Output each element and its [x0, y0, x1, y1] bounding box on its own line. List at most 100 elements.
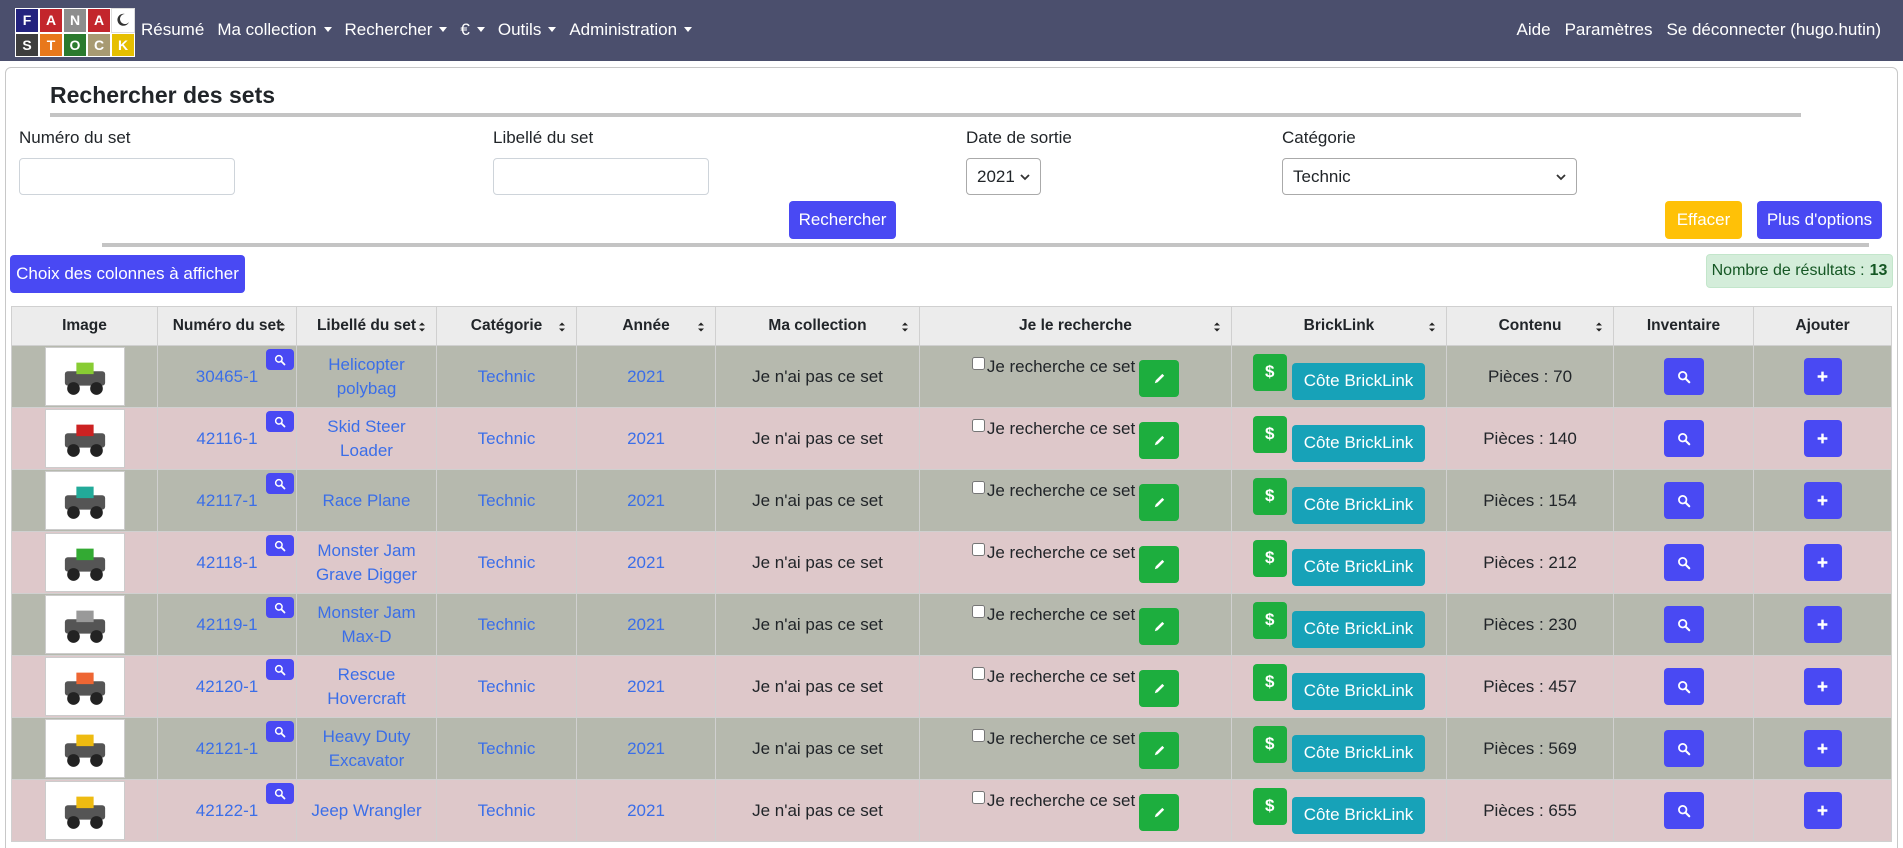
- text-input[interactable]: [493, 158, 709, 195]
- inventory-button[interactable]: [1663, 482, 1704, 519]
- bricklink-button[interactable]: Côte BrickLink: [1291, 548, 1426, 586]
- nav-link[interactable]: Aide: [1516, 20, 1551, 39]
- bricklink-button[interactable]: Côte BrickLink: [1291, 610, 1426, 648]
- column-header[interactable]: Libellé du set: [296, 306, 437, 346]
- set-name-link[interactable]: Heavy Duty Excavator: [322, 726, 411, 770]
- search-button[interactable]: Rechercher: [789, 201, 896, 239]
- bricklink-button[interactable]: Côte BrickLink: [1291, 424, 1426, 462]
- set-thumbnail[interactable]: [45, 595, 125, 654]
- price-button[interactable]: $: [1252, 353, 1287, 391]
- set-name-link[interactable]: Jeep Wrangler: [311, 800, 422, 820]
- bricklink-button[interactable]: Côte BrickLink: [1291, 796, 1426, 834]
- edit-button[interactable]: [1139, 607, 1180, 645]
- nav-link[interactable]: Paramètres: [1564, 20, 1653, 39]
- inventory-button[interactable]: [1663, 420, 1704, 457]
- add-button[interactable]: [1803, 358, 1842, 395]
- set-number-link[interactable]: 42117-1: [196, 490, 258, 510]
- search-set-button[interactable]: [266, 349, 294, 370]
- year-select[interactable]: 2021: [966, 158, 1041, 195]
- set-thumbnail[interactable]: [45, 471, 125, 530]
- search-set-button[interactable]: [266, 783, 294, 804]
- set-number-link[interactable]: 42122-1: [195, 800, 259, 820]
- column-header[interactable]: Numéro du set: [157, 306, 297, 346]
- inventory-button[interactable]: [1663, 606, 1704, 643]
- column-header[interactable]: Année: [576, 306, 716, 346]
- edit-button[interactable]: [1139, 731, 1180, 769]
- year-link[interactable]: 2021: [627, 490, 665, 510]
- columns-button[interactable]: Choix des colonnes à afficher: [10, 255, 245, 293]
- menu-item[interactable]: Rechercher: [345, 20, 448, 40]
- set-number-link[interactable]: 42121-1: [195, 738, 259, 758]
- wanted-checkbox[interactable]: [971, 728, 985, 742]
- set-number-link[interactable]: 42119-1: [196, 614, 258, 634]
- set-thumbnail[interactable]: [45, 409, 125, 468]
- category-link[interactable]: Technic: [477, 614, 536, 634]
- menu-item[interactable]: Résumé: [141, 20, 204, 40]
- search-set-button[interactable]: [266, 721, 294, 742]
- year-link[interactable]: 2021: [627, 552, 665, 572]
- more-options-button[interactable]: Plus d'options: [1757, 201, 1882, 239]
- category-link[interactable]: Technic: [477, 738, 536, 758]
- menu-item[interactable]: Outils: [498, 20, 557, 40]
- price-button[interactable]: $: [1252, 787, 1287, 825]
- wanted-checkbox[interactable]: [971, 480, 985, 494]
- set-name-link[interactable]: Helicopter polybag: [328, 354, 405, 398]
- year-link[interactable]: 2021: [627, 366, 665, 386]
- inventory-button[interactable]: [1663, 792, 1704, 829]
- category-link[interactable]: Technic: [477, 552, 536, 572]
- set-thumbnail[interactable]: [45, 657, 125, 716]
- year-link[interactable]: 2021: [627, 614, 665, 634]
- edit-button[interactable]: [1139, 793, 1180, 831]
- search-set-button[interactable]: [266, 411, 294, 432]
- year-link[interactable]: 2021: [627, 738, 665, 758]
- category-link[interactable]: Technic: [477, 428, 536, 448]
- wanted-checkbox[interactable]: [971, 418, 985, 432]
- set-thumbnail[interactable]: [45, 533, 125, 592]
- price-button[interactable]: $: [1252, 663, 1287, 701]
- menu-item[interactable]: Ma collection: [217, 20, 332, 40]
- price-button[interactable]: $: [1252, 539, 1287, 577]
- set-name-link[interactable]: Monster Jam Grave Digger: [315, 540, 418, 584]
- search-set-button[interactable]: [266, 473, 294, 494]
- inventory-button[interactable]: [1663, 730, 1704, 767]
- add-button[interactable]: [1803, 730, 1842, 767]
- set-thumbnail[interactable]: [45, 781, 125, 840]
- price-button[interactable]: $: [1252, 477, 1287, 515]
- category-select[interactable]: Technic: [1282, 158, 1577, 195]
- set-number-link[interactable]: 42120-1: [195, 676, 259, 696]
- price-button[interactable]: $: [1252, 601, 1287, 639]
- set-name-link[interactable]: Rescue Hovercraft: [327, 664, 406, 708]
- price-button[interactable]: $: [1252, 415, 1287, 453]
- add-button[interactable]: [1803, 544, 1842, 581]
- clear-button[interactable]: Effacer: [1665, 201, 1742, 239]
- set-name-link[interactable]: Skid Steer Loader: [327, 416, 406, 460]
- edit-button[interactable]: [1139, 359, 1180, 397]
- set-thumbnail[interactable]: [45, 719, 125, 778]
- bricklink-button[interactable]: Côte BrickLink: [1291, 486, 1426, 524]
- price-button[interactable]: $: [1252, 725, 1287, 763]
- category-link[interactable]: Technic: [477, 676, 536, 696]
- menu-item[interactable]: Administration: [569, 20, 693, 40]
- text-input[interactable]: [19, 158, 235, 195]
- wanted-checkbox[interactable]: [971, 666, 985, 680]
- year-link[interactable]: 2021: [627, 428, 665, 448]
- add-button[interactable]: [1803, 482, 1842, 519]
- inventory-button[interactable]: [1663, 668, 1704, 705]
- bricklink-button[interactable]: Côte BrickLink: [1291, 672, 1426, 710]
- set-name-link[interactable]: Monster Jam Max-D: [317, 602, 416, 646]
- year-link[interactable]: 2021: [627, 800, 665, 820]
- year-link[interactable]: 2021: [627, 676, 665, 696]
- inventory-button[interactable]: [1663, 358, 1704, 395]
- set-number-link[interactable]: 42116-1: [196, 428, 258, 448]
- wanted-checkbox[interactable]: [971, 356, 985, 370]
- edit-button[interactable]: [1139, 483, 1180, 521]
- set-name-link[interactable]: Race Plane: [322, 490, 411, 510]
- column-header[interactable]: Ma collection: [715, 306, 920, 346]
- set-number-link[interactable]: 30465-1: [195, 366, 259, 386]
- menu-item[interactable]: €: [460, 20, 485, 40]
- inventory-button[interactable]: [1663, 544, 1704, 581]
- wanted-checkbox[interactable]: [971, 542, 985, 556]
- column-header[interactable]: Catégorie: [436, 306, 577, 346]
- nav-link[interactable]: Se déconnecter (hugo.hutin): [1666, 20, 1881, 39]
